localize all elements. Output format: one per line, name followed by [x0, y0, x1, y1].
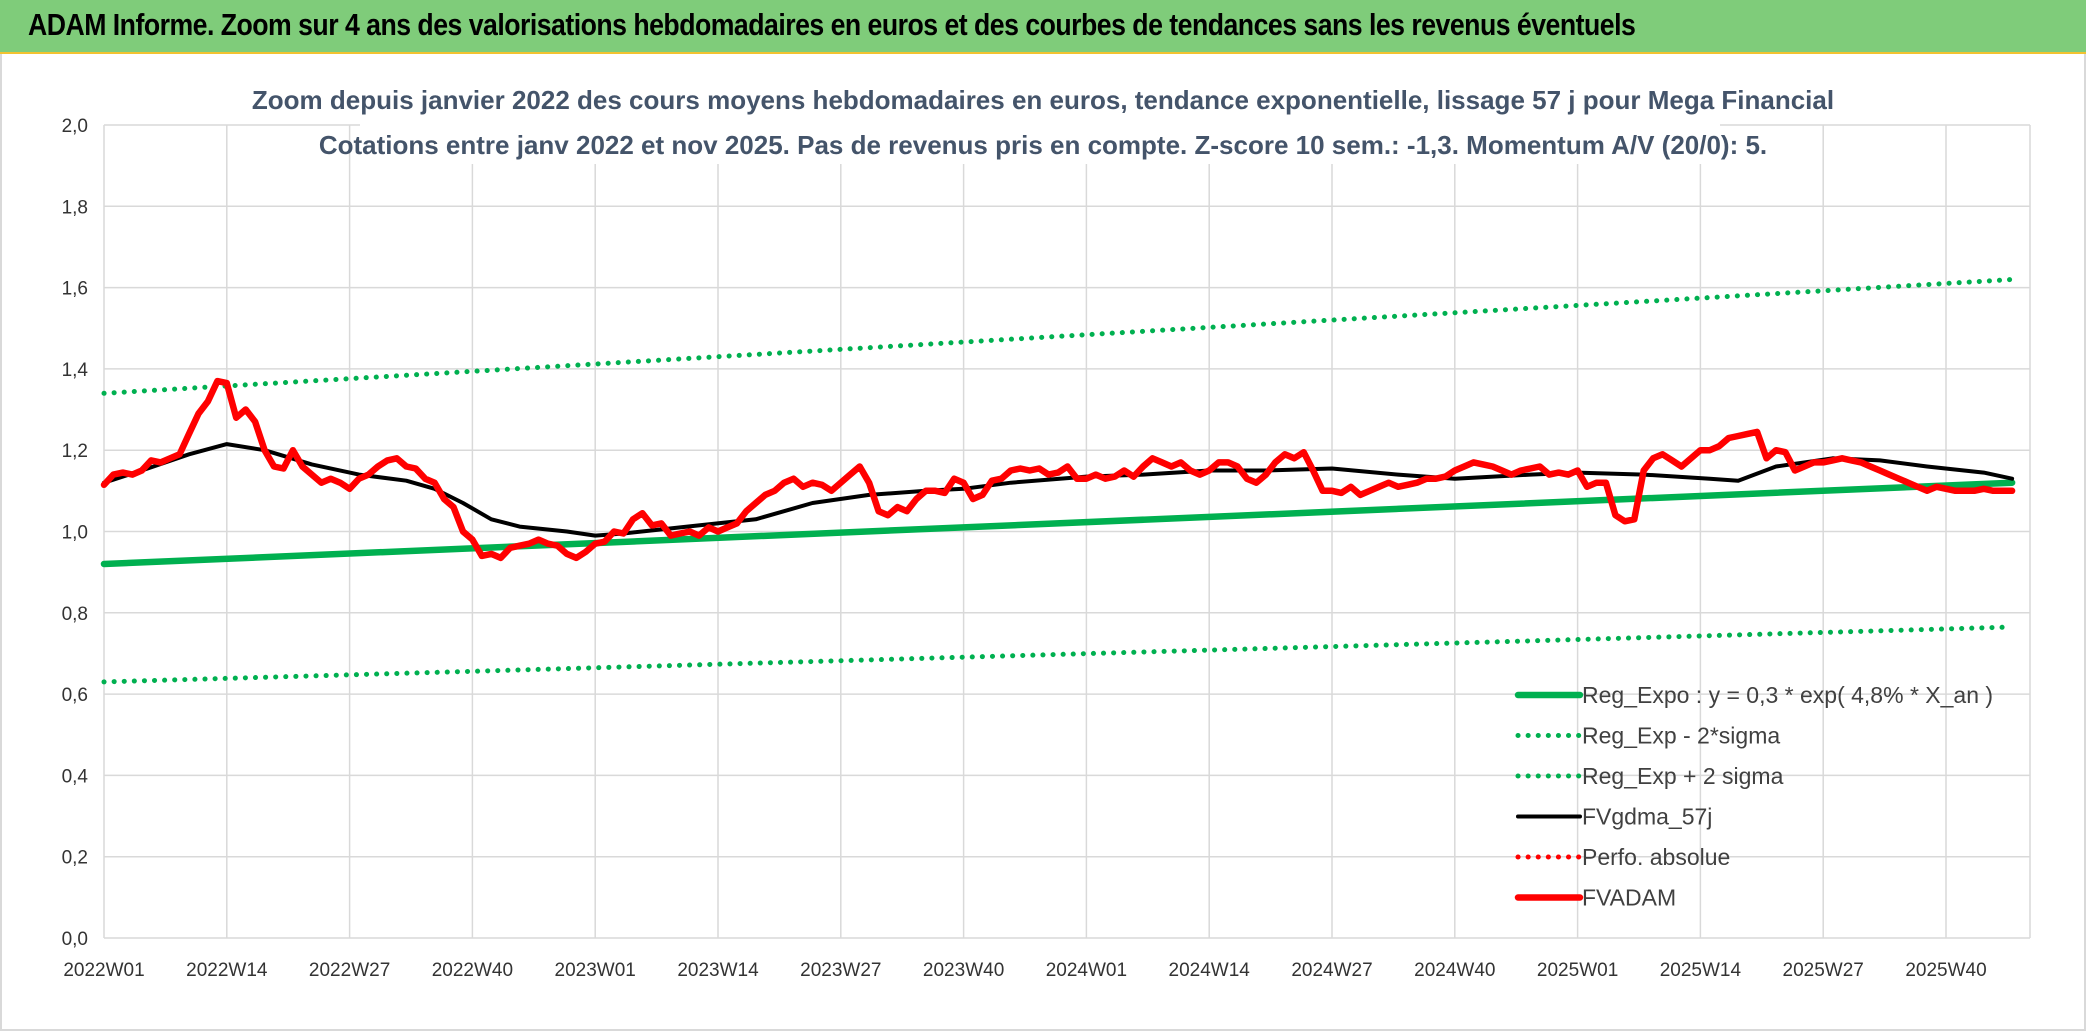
series-line: [101, 277, 2015, 396]
x-tick-label: 2022W27: [309, 960, 390, 981]
series-line: [100, 479, 2016, 568]
y-tick-label: 0,0: [62, 929, 88, 950]
chart-subtitle: Cotations entre janv 2022 et nov 2025. P…: [319, 130, 1767, 160]
y-tick-label: 0,4: [62, 766, 89, 787]
legend-entry: Reg_Expo : y = 0,3 * exp( 4,8% * X_an ): [1582, 682, 1993, 708]
x-tick-label: 2024W40: [1414, 960, 1495, 981]
title-backdrop-2: [360, 122, 1720, 164]
x-tick-label: 2024W14: [1169, 960, 1251, 981]
gridlines: [103, 124, 2031, 939]
x-axis-ticks: 2022W01 2022W14 2022W27 2022W40 2023W01 2023W…: [63, 960, 1986, 981]
y-tick-label: 1,2: [62, 441, 88, 462]
y-tick-label: 0,8: [62, 604, 88, 625]
title-backdrop-1: [320, 80, 1760, 122]
legend-entry: Perfo. absolue: [1582, 844, 1730, 870]
report-banner: ADAM Informe. Zoom sur 4 ans des valoris…: [0, 0, 2086, 54]
y-tick-label: 0,2: [62, 848, 88, 869]
y-tick-label: 1,0: [62, 523, 88, 544]
x-tick-label: 2022W01: [63, 960, 144, 981]
x-tick-label: 2022W40: [432, 960, 513, 981]
report-title: ADAM Informe. Zoom sur 4 ans des valoris…: [28, 7, 1636, 42]
legend: Reg_Expo : y = 0,3 * exp( 4,8% * X_an ) R…: [1514, 682, 1993, 911]
legend-entry: Reg_Exp - 2*sigma: [1582, 723, 1780, 749]
legend-entry: FVADAM: [1582, 885, 1676, 911]
series-lines: [100, 277, 2016, 685]
x-tick-label: 2024W01: [1046, 960, 1127, 981]
chart-title: Zoom depuis janvier 2022 des cours moyen…: [252, 85, 1834, 115]
y-tick-label: 1,4: [62, 360, 89, 381]
series-line: [101, 624, 2015, 685]
y-tick-label: 2,0: [62, 116, 88, 137]
series-line: [100, 377, 2016, 562]
legend-entry: Reg_Exp + 2 sigma: [1582, 763, 1784, 789]
y-tick-label: 0,6: [62, 685, 88, 706]
y-axis-ticks: 0,0 0,2 0,4 0,6 0,8 1,0 1,2 1,4 1,6 1,8 2,0: [62, 116, 89, 950]
legend-entry: FVgdma_57j: [1582, 804, 1712, 830]
y-tick-label: 1,6: [62, 279, 88, 300]
x-tick-label: 2025W40: [1905, 960, 1986, 981]
x-tick-label: 2025W14: [1660, 960, 1742, 981]
x-tick-label: 2023W01: [555, 960, 636, 981]
x-tick-label: 2025W27: [1783, 960, 1864, 981]
x-tick-label: 2024W27: [1291, 960, 1372, 981]
x-tick-label: 2023W27: [800, 960, 881, 981]
y-tick-label: 1,8: [62, 197, 88, 218]
x-tick-label: 2022W14: [186, 960, 268, 981]
x-tick-label: 2025W01: [1537, 960, 1618, 981]
x-tick-label: 2023W14: [677, 960, 759, 981]
x-tick-label: 2023W40: [923, 960, 1004, 981]
